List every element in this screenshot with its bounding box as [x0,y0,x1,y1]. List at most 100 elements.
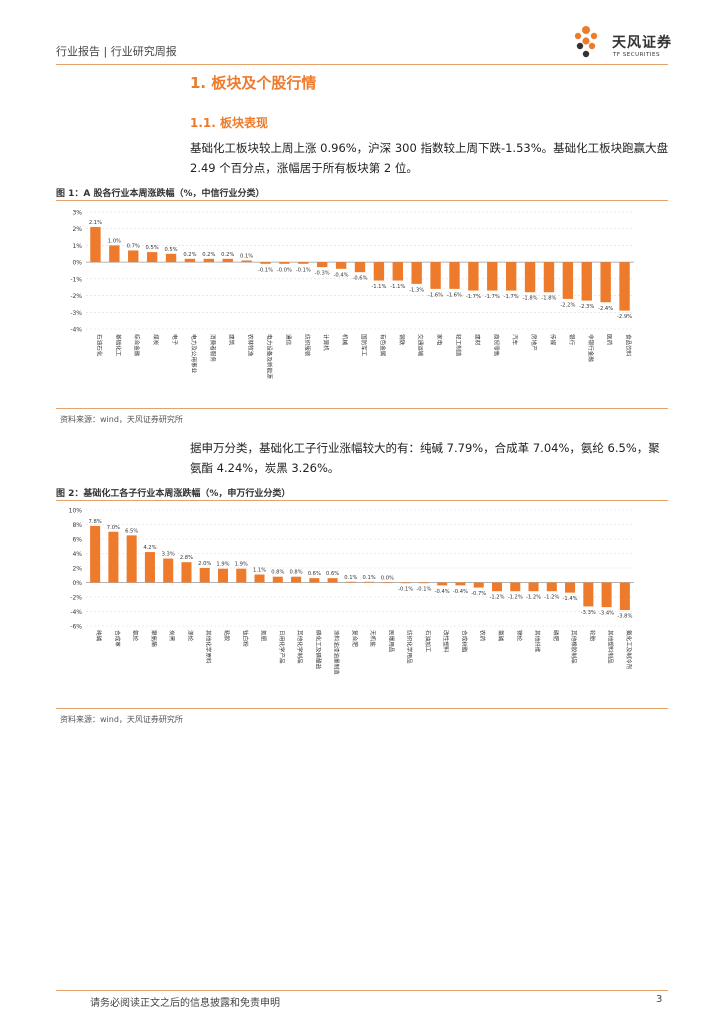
header-rule [56,64,668,65]
fig1-data-label: 0.2% [221,252,234,258]
report-header-label: 行业报告 | 行业研究周报 [56,45,177,58]
fig2-data-label: -0.1% [416,587,431,593]
fig1-category-label: 建材 [473,334,481,346]
fig1-data-label: -2.2% [560,302,575,308]
fig2-bar [382,582,393,584]
figure2-chart: 10% 8% 6% 4% 2% 0% -2% -4% -6% 7.8% 纯碱 7.0% 合成革 6.5% 氨… [69,508,634,675]
fig1-category-label: 轻工制造 [454,334,462,357]
fig2-data-label: 0.1% [344,575,357,581]
fig2-category-label: 无机盐 [369,630,377,647]
figure1-chart: 3% 2% 1% 0% -1% -2% -3% -4% 2.1% 石油石化 1.0% 基础化工 0.7%… [70,210,634,379]
fig1-category-label: 基础化工 [114,334,122,357]
fig1-bar [146,252,158,263]
fig1-bar [468,262,479,291]
fig2-bar [583,582,594,607]
fig2-category-label: 日用化学产品 [278,630,286,664]
fig2-bar [199,568,210,583]
fig2-category-label: 磷化工及磷酸盐 [314,630,322,670]
fig2-data-label: -0.4% [453,589,468,595]
fig1-bar [392,262,403,281]
fig2-bar [291,576,302,583]
fig1-bar [128,250,139,263]
fig2-bar [546,582,557,592]
fig1-category-label: 汽车 [511,334,519,346]
fig1-bar [222,258,233,263]
fig2-bar [455,582,466,586]
fig2-category-label: 民爆用品 [387,630,395,653]
fig2-data-label: -1.2% [489,595,504,601]
fig1-category-label: 商贸零售 [492,334,500,357]
figure2-source: 资料来源：wind，天风证券研究所 [60,715,183,724]
fig1-category-label: 国防军工 [360,334,368,357]
fig1-category-label: 食品饮料 [625,334,633,357]
tf-logo-icon [574,26,598,58]
fig1-data-label: -0.1% [258,267,273,273]
fig1-bar [581,262,592,301]
fig2-ytick-label: 4% [72,551,82,558]
fig2-category-label: 农药 [479,630,487,642]
fig2-data-label: -1.2% [544,595,559,601]
fig1-data-label: 1.0% [108,238,121,244]
fig1-bar [298,262,309,264]
figure1-title: 图 1：A 股各行业本周涨跌幅（%，中信行业分类） [56,189,265,199]
fig2-bar [601,582,612,608]
fig1-ytick-label: 0% [72,260,82,267]
fig1-bar [619,262,630,311]
fig2-data-label: -0.4% [435,589,450,595]
fig1-category-label: 纺织服装 [303,334,311,357]
fig1-category-label: 医药 [606,334,614,346]
fig2-bar [144,552,155,583]
fig1-category-label: 电子 [171,334,179,346]
fig2-ytick-label: -2% [70,595,82,602]
footer-rule [56,990,668,991]
figure2-title: 图 2：基础化工各子行业本周涨跌幅（%，申万行业分类） [56,489,291,499]
fig2-category-label: 涂料油漆油墨制造 [333,630,341,675]
disclaimer-note: 请务必阅读正文之后的信息披露和免责申明 [90,998,280,1009]
fig2-data-label: 3.3% [162,552,175,558]
fig1-data-label: -1.3% [409,287,424,293]
fig1-bar [373,262,385,281]
fig1-bar [260,262,271,264]
fig1-data-label: -2.3% [579,304,594,310]
fig1-data-label: -1.7% [466,294,481,300]
fig1-bar [165,253,177,263]
fig2-bar [309,578,320,583]
fig2-category-label: 聚氨酯 [150,630,158,647]
fig2-data-label: 0.6% [308,571,321,577]
fig1-category-label: 交通运输 [417,334,425,357]
fig1-category-label: 综合金融 [133,334,141,357]
fig2-data-label: -0.7% [471,591,486,597]
fig1-bar [430,262,441,289]
summary-paragraph: 基础化工板块较上周上涨 0.96%，沪深 300 指数较上周下跌-1.53%。基… [190,141,669,175]
fig2-data-label: -0.1% [398,587,413,593]
fig2-category-label: 石油加工 [424,630,432,653]
fig1-data-label: -0.0% [277,267,292,273]
fig1-ytick-label: 2% [72,226,82,233]
fig2-data-label: 2.8% [180,555,193,561]
fig1-bar [600,262,611,303]
fig1-bar [543,262,555,293]
fig1-category-label: 机械 [341,334,349,346]
figure1-source: 资料来源：wind，天风证券研究所 [60,415,183,424]
fig2-ytick-label: -4% [70,609,82,616]
fig1-category-label: 电力设备及新能源 [266,334,274,379]
fig1-ytick-label: -2% [70,293,82,300]
fig2-category-label: 其他橡胶制品 [570,630,578,664]
fig2-bar [528,582,539,592]
fig2-category-label: 其他化学制品 [296,630,304,664]
subindustry-paragraph: 据申万分类，基础化工子行业涨幅较大的有：纯碱 7.79%，合成革 7.04%，氨… [190,441,660,475]
fig2-category-label: 钛白粉 [241,630,249,647]
fig2-ytick-label: 2% [72,566,82,573]
fig2-bar [418,582,429,584]
fig1-bar [449,262,460,289]
fig1-ytick-label: -1% [70,276,82,283]
figure2-bottom-rule [56,708,668,709]
fig2-bar [254,574,265,583]
figure1-top-rule [56,200,668,201]
figure1-bottom-rule [56,408,668,409]
fig2-bar [272,576,283,583]
fig1-data-label: 0.2% [183,252,196,258]
subsection-heading: 1.1. 板块表现 [190,116,268,130]
fig2-category-label: 氨纶 [132,630,140,642]
fig1-category-label: 银行 [568,334,576,346]
